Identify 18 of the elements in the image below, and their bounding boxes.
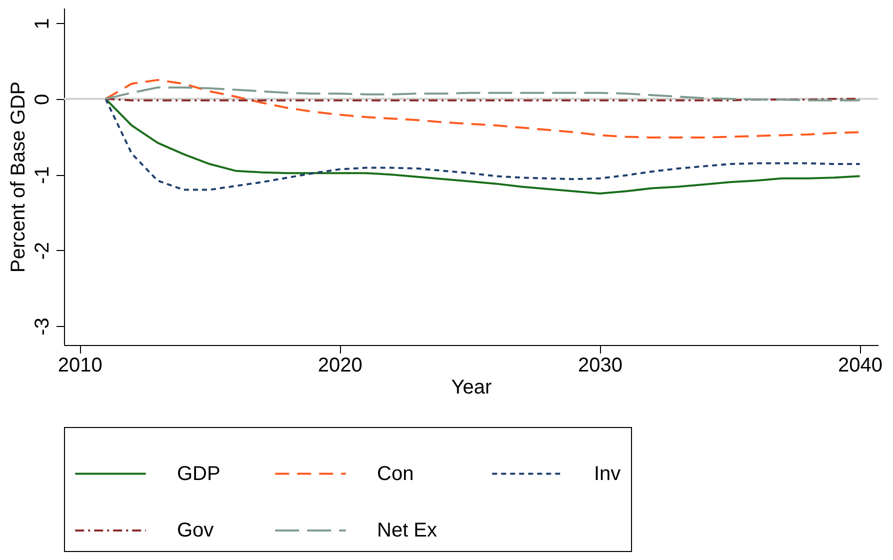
legend-label: Gov [177, 520, 214, 542]
x-tick-label: 2030 [578, 354, 622, 376]
y-axis-title: Percent of Base GDP [8, 81, 30, 273]
line-series [104, 86, 861, 102]
x-tick-label: 2010 [58, 354, 102, 376]
y-tick-label: -3 [32, 318, 54, 336]
legend-label: Inv [594, 462, 621, 485]
x-tick-label: 2040 [838, 354, 883, 376]
x-tick-label: 2020 [318, 354, 362, 376]
legend-label: GDP [177, 462, 220, 485]
y-tick-label: 1 [32, 18, 54, 30]
y-tick-label: -2 [32, 242, 54, 260]
y-tick-label: 0 [32, 94, 54, 105]
legend-label: Net Ex [377, 520, 438, 542]
y-tick-label: -1 [32, 166, 54, 184]
legend-label: Con [377, 462, 414, 485]
x-axis-title: Year [451, 376, 492, 398]
line-series [104, 78, 861, 138]
